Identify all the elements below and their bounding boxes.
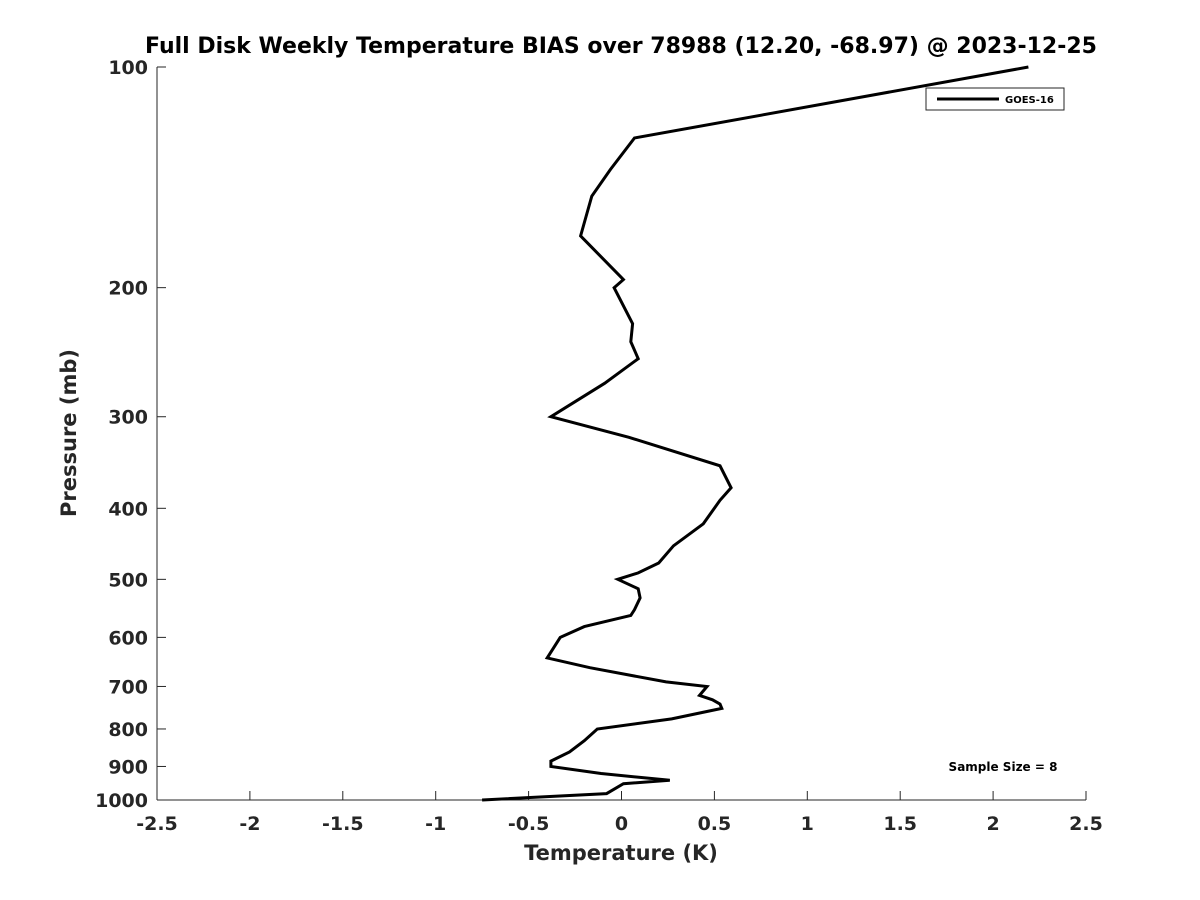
- y-tick-label: 300: [108, 407, 148, 429]
- x-tick-label: -2: [239, 813, 260, 835]
- y-tick-label: 100: [108, 57, 148, 79]
- series-line-goes-16: [482, 65, 1029, 802]
- x-tick-label: -1: [425, 813, 446, 835]
- x-tick-label: 0: [615, 813, 628, 835]
- plot-area: -2.5 -2 -1.5 -1 -0.5 0 0.5 1 1.5 2 2.5 100 200 300 40…: [95, 57, 1103, 835]
- series-layer: [482, 65, 1029, 802]
- x-tick-label: 2: [986, 813, 999, 835]
- y-tick-label: 800: [108, 719, 148, 741]
- x-tick-label: -2.5: [136, 813, 178, 835]
- y-tick-label: 500: [108, 569, 148, 591]
- y-tick-label: 400: [108, 498, 148, 520]
- y-tick-label: 200: [108, 278, 148, 300]
- x-tick-label: -1.5: [322, 813, 364, 835]
- y-tick-label: 1000: [95, 790, 148, 812]
- y-tick-label: 900: [108, 756, 148, 778]
- y-tick-label: 700: [108, 676, 148, 698]
- y-tick-label: 600: [108, 627, 148, 649]
- x-axis-ticks: -2.5 -2 -1.5 -1 -0.5 0 0.5 1 1.5 2 2.5: [136, 791, 1103, 835]
- chart-title: Full Disk Weekly Temperature BIAS over 7…: [145, 34, 1097, 59]
- x-tick-label: 1.5: [883, 813, 917, 835]
- x-tick-label: 0.5: [698, 813, 732, 835]
- x-tick-label: -0.5: [508, 813, 550, 835]
- x-tick-label: 2.5: [1069, 813, 1103, 835]
- sample-size-annotation: Sample Size = 8: [949, 760, 1058, 774]
- x-axis-label: Temperature (K): [524, 841, 718, 865]
- x-tick-label: 1: [801, 813, 814, 835]
- legend-label: GOES-16: [1005, 95, 1054, 106]
- y-axis-ticks: 100 200 300 400 500 600 700 800 900 1000: [95, 57, 166, 812]
- legend: GOES-16: [925, 87, 1065, 111]
- y-axis-label: Pressure (mb): [57, 349, 81, 517]
